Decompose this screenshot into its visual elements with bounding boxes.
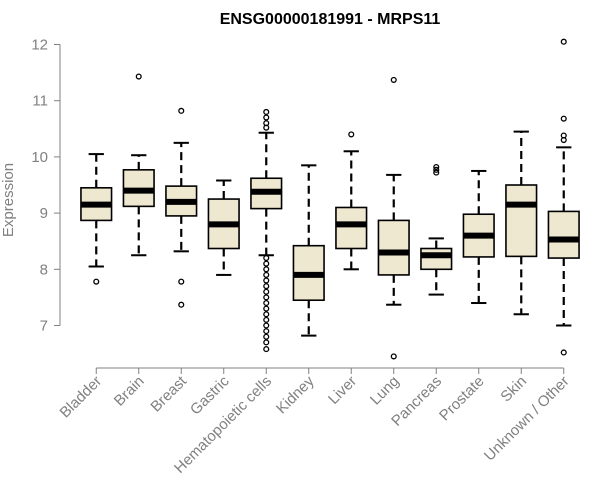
x-tick-label: Liver [325, 373, 360, 408]
outlier-point [263, 114, 270, 121]
x-tick-label: Lung [367, 373, 403, 409]
outlier-point [93, 278, 100, 285]
outlier-point [433, 169, 440, 176]
box-group-pancreas [420, 163, 453, 296]
outlier-point [263, 299, 270, 307]
box-group-breast [165, 107, 198, 308]
outlier-point [263, 294, 270, 301]
box-group-brain [122, 73, 155, 257]
outlier-point [390, 76, 397, 83]
y-tick-label: 8 [40, 261, 48, 278]
box-group-lung [377, 76, 410, 360]
outlier-point [263, 283, 270, 290]
outlier-point [263, 316, 270, 323]
x-tick-label: Prostate [436, 373, 488, 425]
box-group-bladder [80, 153, 113, 285]
x-tick-label: Bladder [56, 373, 105, 422]
box-group-hematopoietic-cells [250, 108, 283, 353]
outlier-point [178, 278, 185, 285]
outlier-point [560, 136, 567, 144]
box-group-kidney [292, 164, 325, 337]
y-axis: 7 8 9 10 11 12 [31, 37, 61, 335]
outlier-point [560, 349, 567, 356]
box-group-liver [335, 131, 368, 271]
x-tick-label: Breast [147, 372, 190, 415]
box-group-gastric [207, 179, 240, 276]
outlier-point [263, 260, 270, 267]
outlier-point [263, 346, 270, 353]
x-tick-label: Brain [111, 373, 148, 410]
box-group-prostate [462, 169, 495, 305]
box-iqr [420, 247, 453, 271]
outlier-point [263, 288, 270, 295]
outlier-point [263, 271, 270, 278]
outlier-point [433, 163, 440, 171]
outlier-point [263, 333, 270, 340]
box-iqr [505, 184, 538, 258]
chart-title: ENSG00000181991 - MRPS11 [220, 11, 441, 28]
outlier-point [433, 166, 440, 173]
outlier-point [560, 115, 567, 122]
y-tick-label: 9 [40, 205, 48, 222]
y-axis-label: Expression [0, 163, 17, 237]
outlier-point [178, 301, 185, 308]
box-iqr [335, 206, 368, 250]
boxes-group [80, 38, 580, 360]
x-tick-label: Kidney [273, 372, 318, 417]
outlier-point [263, 322, 270, 329]
x-tick-label: Skin [497, 373, 530, 406]
outlier-point [348, 131, 355, 138]
y-tick-label: 7 [40, 318, 48, 335]
outlier-point [263, 311, 270, 318]
outlier-point [263, 255, 270, 262]
outlier-point [263, 305, 270, 312]
outlier-point [390, 353, 397, 360]
outlier-point [263, 277, 270, 284]
outlier-point [135, 73, 142, 80]
outlier-point [263, 108, 270, 115]
box-group-unknown-other [547, 38, 580, 356]
box-group-skin [505, 130, 538, 316]
y-tick-label: 11 [32, 93, 48, 110]
y-tick-label: 12 [31, 37, 48, 54]
box-iqr [547, 210, 580, 259]
outlier-point [263, 124, 270, 131]
outlier-point [560, 38, 567, 45]
outlier-point [263, 328, 270, 335]
box-iqr [377, 219, 410, 276]
outlier-point [178, 107, 185, 114]
y-tick-label: 10 [31, 149, 48, 166]
outlier-point [263, 266, 270, 273]
outlier-point [263, 339, 270, 346]
